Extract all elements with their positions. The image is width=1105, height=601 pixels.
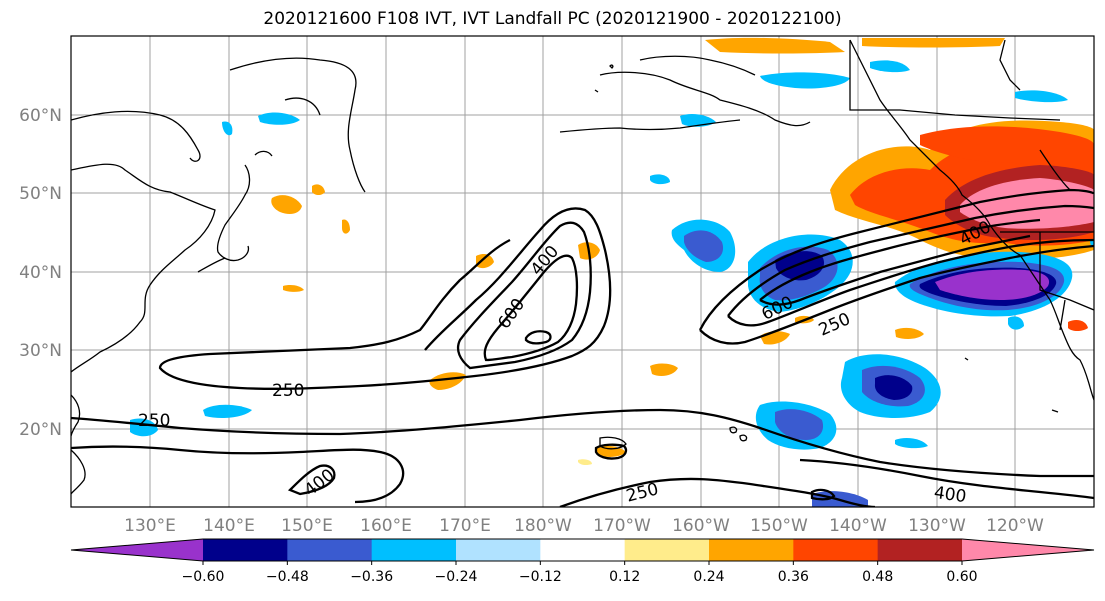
colorbar-tick-label: −0.60: [182, 569, 225, 585]
lon-label: 130°E: [124, 516, 176, 536]
lon-label: 140°W: [829, 516, 887, 536]
colorbar-tick-label: 0.12: [609, 569, 640, 585]
colorbar: −0.60 −0.48 −0.36 −0.24 −0.12 0.12 0.24 0.36 0.4…: [70, 538, 1095, 585]
colorbar-tick-label: 0.60: [946, 569, 977, 585]
lon-label: 150°W: [750, 516, 808, 536]
longitude-labels: 130°E 140°E 150°E 160°E 170°E 180°W 170°…: [124, 516, 1044, 536]
lon-label: 160°W: [672, 516, 730, 536]
colorbar-bin: [709, 539, 794, 561]
colorbar-tick-label: 0.24: [693, 569, 724, 585]
lon-label: 130°W: [908, 516, 966, 536]
colorbar-tick-label: −0.48: [266, 569, 309, 585]
lon-label: 180°W: [514, 516, 572, 536]
map-frame: [70, 35, 1095, 508]
lat-label: 30°N: [19, 341, 62, 361]
colorbar-tick-label: 0.48: [862, 569, 893, 585]
lon-label: 170°E: [439, 516, 491, 536]
colorbar-tick-label: −0.12: [519, 569, 562, 585]
colorbar-tick-label: −0.36: [350, 569, 393, 585]
lat-label: 60°N: [19, 106, 62, 126]
colorbar-bin: [540, 539, 626, 561]
colorbar-bin: [456, 539, 541, 561]
lat-label: 20°N: [19, 420, 62, 440]
colorbar-extension-high: [962, 539, 1094, 561]
lat-label: 50°N: [19, 184, 62, 204]
colorbar-tick-label: 0.36: [778, 569, 809, 585]
colorbar-bin: [793, 539, 879, 561]
lon-label: 120°W: [986, 516, 1044, 536]
lon-label: 140°E: [203, 516, 255, 536]
colorbar-extension-low: [71, 539, 203, 561]
lon-label: 160°E: [360, 516, 412, 536]
colorbar-bin: [624, 539, 710, 561]
colorbar-bin: [371, 539, 457, 561]
lon-label: 170°W: [593, 516, 651, 536]
colorbar-bin: [203, 539, 288, 561]
coastlines: [71, 39, 1094, 495]
colorbar-bin: [877, 539, 963, 561]
contour-label: 250: [272, 381, 304, 401]
lon-label: 150°E: [281, 516, 333, 536]
colorbar-bin: [287, 539, 373, 561]
contour-label: 250: [138, 411, 170, 431]
ivt-contours: [71, 188, 1094, 507]
map-title: 2020121600 F108 IVT, IVT Landfall PC (20…: [263, 9, 842, 29]
contour-label: 400: [933, 483, 968, 507]
latitude-labels: 60°N 50°N 40°N 30°N 20°N: [19, 106, 62, 440]
lat-label: 40°N: [19, 263, 62, 283]
negative-pc-shading: [130, 60, 1094, 507]
colorbar-tick-label: −0.24: [435, 569, 478, 585]
